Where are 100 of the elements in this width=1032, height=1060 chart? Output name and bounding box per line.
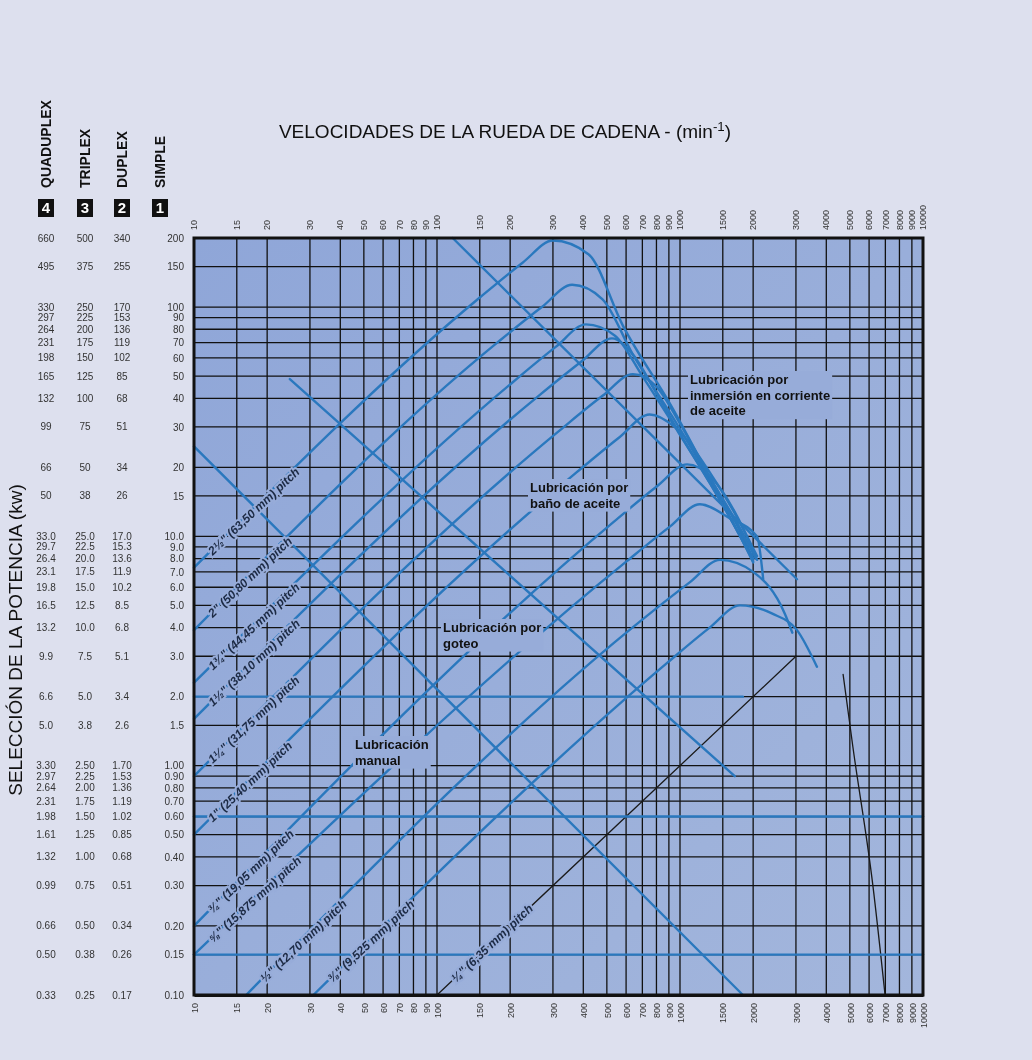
text: 150 (76, 352, 94, 364)
text: 100 (76, 392, 94, 404)
text: 375 (76, 261, 94, 273)
text: 1.00 (75, 851, 96, 863)
x-tick-label: 100 (432, 214, 443, 230)
text: 9.9 (39, 650, 54, 662)
number-badge: 4 (38, 199, 54, 217)
text: 1000 (675, 1003, 686, 1024)
number-badge: 1 (152, 199, 168, 217)
y-tick-label: 1.5 (170, 720, 185, 731)
y-axis-title: SIMPLE (152, 135, 168, 188)
x-tick-label: 300 (548, 214, 559, 230)
text: 6.6 (39, 691, 54, 703)
text: 17.5 (75, 566, 96, 578)
y-tick-label: 5.0 (170, 600, 185, 612)
text: 10 (189, 1003, 200, 1014)
x-tick-label: 70 (394, 219, 405, 230)
text: 17.0 (112, 530, 133, 542)
text: 225 (76, 312, 94, 324)
text: 330 (37, 301, 55, 313)
x-tick-label: 1000 (675, 209, 686, 230)
text: 51 (116, 421, 128, 433)
text: 119 (114, 337, 131, 349)
text: 0.75 (75, 880, 96, 892)
text: 5000 (845, 1003, 856, 1024)
y-tick-label: 100 (167, 301, 185, 313)
text: 2.64 (36, 782, 57, 794)
x-tick-label: 60 (378, 219, 389, 230)
text: 1.02 (112, 811, 133, 823)
text: 5.0 (39, 719, 54, 731)
text: 8000 (895, 1003, 906, 1024)
text: 0.66 (36, 920, 57, 932)
y-tick-label: 20 (172, 462, 185, 474)
text: 10.0 (75, 622, 96, 634)
text: 0.50 (36, 949, 57, 961)
text: 700 (638, 1003, 649, 1019)
annotation: Lubricación manual (355, 737, 429, 768)
y-tick-label: 0.40 (164, 851, 185, 863)
x-tick-label: 10000 (918, 204, 929, 230)
y-tick-label: 50 (172, 370, 185, 382)
text: 340 (113, 232, 131, 244)
text: 6.8 (115, 622, 130, 634)
x-tick-label: 600 (621, 214, 632, 230)
x-tick-label: 8000 (894, 209, 905, 230)
x-tick-label: 9000 (907, 209, 918, 230)
text: 4000 (821, 1003, 832, 1024)
x-tick-label: 1500 (717, 209, 728, 230)
x-tick-label: 10 (189, 219, 200, 230)
y-tick-label: 0.50 (164, 829, 185, 841)
text: 25.0 (75, 530, 96, 542)
text: 26 (116, 490, 128, 502)
y-tick-label: 40 (172, 392, 185, 404)
text: 12.5 (75, 599, 96, 611)
x-tick-label: 90 (421, 219, 432, 230)
y-tick-label: 80 (172, 323, 185, 335)
y-tick-label: 6.0 (170, 581, 185, 593)
text: 297 (37, 312, 55, 324)
y-tick-label: 0.70 (164, 795, 185, 807)
text: SELECCIÓN DE LA POTENCIA (kw) (5, 484, 26, 796)
text: 500 (76, 232, 94, 244)
text: 200 (505, 1003, 516, 1019)
text: 75 (79, 421, 91, 433)
text: 1.61 (36, 829, 57, 841)
text: 20.0 (75, 553, 96, 565)
text: 10.2 (112, 581, 133, 593)
text: 500 (602, 1003, 613, 1019)
text: 68 (116, 392, 128, 404)
text: 1.36 (112, 782, 133, 794)
text: 2.00 (75, 782, 96, 794)
text: 1.19 (112, 795, 133, 807)
y-tick-label: 90 (172, 312, 185, 324)
y-tick-label: 0.90 (164, 770, 185, 782)
text: 99 (40, 421, 52, 433)
text: 495 (37, 261, 55, 273)
text: 66 (40, 461, 52, 473)
y-tick-label: 0.15 (164, 949, 185, 961)
text: 3.30 (36, 760, 57, 772)
y-tick-label: 2.0 (170, 691, 185, 703)
text: 34 (116, 461, 128, 473)
text: 16.5 (36, 599, 57, 611)
text: 300 (548, 1003, 559, 1019)
x-tick-label: 400 (578, 214, 589, 230)
text: 2.31 (36, 795, 57, 807)
y-tick-label: 10.0 (164, 531, 185, 543)
x-tick-label: 4000 (821, 209, 832, 230)
x-tick-label: 7000 (880, 209, 891, 230)
y-tick-label: 0.30 (164, 880, 185, 892)
y-tick-label: 0.60 (164, 811, 185, 823)
text: 50 (359, 1003, 370, 1014)
y-tick-label: 8.0 (170, 553, 185, 565)
text: 40 (335, 1003, 346, 1014)
text: 22.5 (75, 541, 96, 553)
text: 132 (37, 392, 55, 404)
text: 1.32 (36, 851, 57, 863)
annotation: Lubricación por inmersión en corriente de aceite (690, 372, 831, 419)
text: 0.38 (75, 949, 96, 961)
text: 1.25 (75, 829, 96, 841)
number-badge: 3 (77, 199, 93, 217)
text: 200 (76, 323, 94, 335)
text: 0.85 (112, 829, 133, 841)
